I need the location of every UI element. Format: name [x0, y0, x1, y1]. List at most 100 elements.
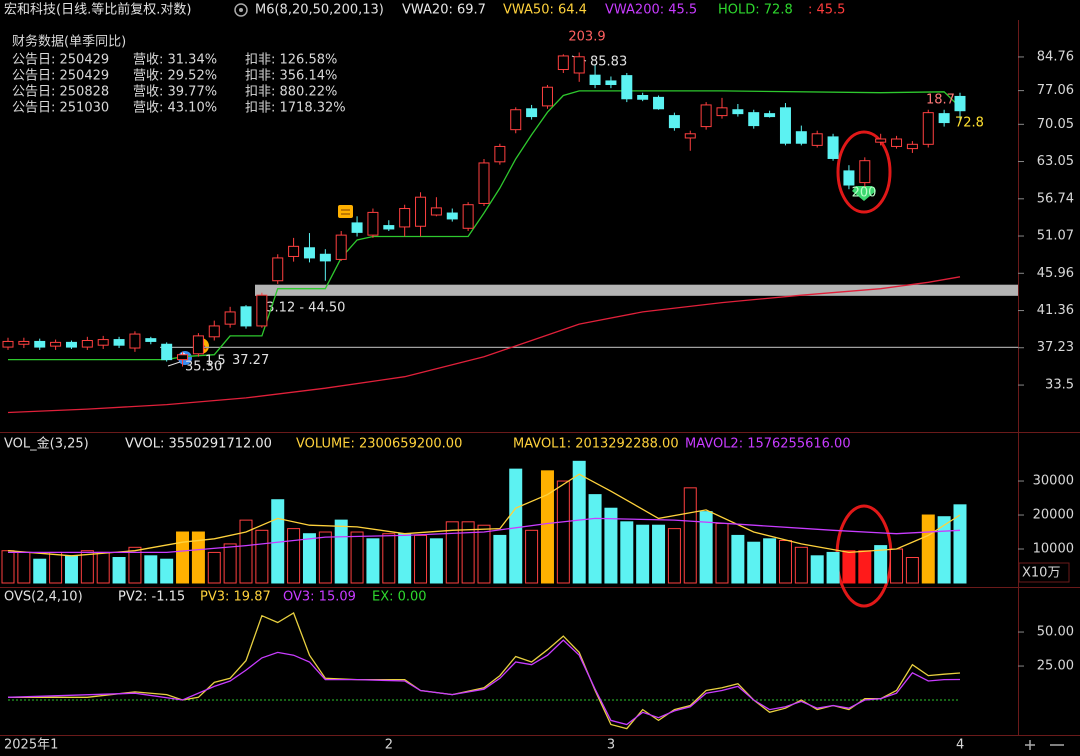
- volume-bar: [160, 558, 174, 584]
- volume-bar: [509, 468, 523, 584]
- candle-body: [557, 55, 569, 71]
- legend-entry: HOLD: 72.8: [718, 3, 793, 18]
- volume-bar: [763, 538, 777, 584]
- candle-body: [494, 145, 506, 163]
- financial-cell: 公告日: 250429: [12, 53, 109, 68]
- candle-body: [256, 294, 268, 327]
- volume-bar: [810, 555, 824, 584]
- candle-body: [430, 207, 442, 216]
- y-tick-label: 84.76: [1037, 49, 1074, 64]
- volume-bar: [874, 545, 888, 584]
- volume-bar: [778, 540, 792, 584]
- volume-bar: [667, 528, 681, 584]
- legend-entry: VWA200: 45.5: [605, 3, 697, 18]
- volume-bar: [540, 470, 554, 584]
- volume-bar: [477, 524, 491, 584]
- legend-entry: VWA20: 69.7: [402, 3, 486, 18]
- y-tick-label: 50.00: [1037, 625, 1074, 640]
- x-tick-label: 2: [385, 738, 393, 753]
- financial-cell: 营收: 31.34%: [133, 53, 217, 68]
- candle-body: [922, 112, 934, 145]
- annotation: 72.8: [955, 116, 984, 131]
- y-tick-label: 33.5: [1045, 378, 1074, 393]
- volume-bar: [207, 551, 221, 584]
- candle-body: [50, 341, 62, 347]
- candle-body: [843, 170, 855, 186]
- candle-body: [113, 339, 125, 346]
- volume-bar: [747, 541, 761, 584]
- financial-cell: 扣非: 126.58%: [245, 53, 337, 68]
- volume-bar: [556, 480, 570, 584]
- candle-body: [748, 112, 760, 127]
- candle-body: [446, 212, 458, 220]
- volume-bar: [525, 529, 539, 584]
- candle-body: [795, 131, 807, 144]
- annotation: 1.5: [205, 354, 226, 369]
- candle-body: [351, 222, 363, 233]
- candle-body: [827, 136, 839, 159]
- volume-bar: [794, 546, 808, 584]
- y-tick-label: 45.96: [1037, 266, 1074, 281]
- y-tick-label: 25.00: [1037, 659, 1074, 674]
- x-tick-label: 3: [607, 738, 615, 753]
- volume-bar: [731, 534, 745, 584]
- settings-icon-dot: [239, 8, 243, 12]
- candle-body: [208, 325, 220, 338]
- legend-entry: MAVOL2: 1576255616.00: [685, 437, 851, 452]
- y-tick-label: 70.05: [1037, 117, 1074, 132]
- volume-bar: [620, 521, 634, 584]
- candle-body: [653, 96, 665, 110]
- settings-icon[interactable]: [234, 3, 248, 17]
- volume-bar: [33, 558, 47, 584]
- candle-body: [272, 257, 284, 282]
- candle-body: [319, 253, 331, 262]
- volume-bar: [144, 555, 158, 584]
- candle-body: [415, 196, 427, 227]
- volume-bar: [652, 524, 666, 584]
- volume-bar: [49, 551, 63, 584]
- volume-bar: [604, 507, 618, 584]
- volume-bar: [318, 531, 332, 584]
- candle-body: [462, 204, 474, 229]
- legend-entry: OV3: 15.09: [283, 590, 356, 605]
- candle-body: [684, 133, 696, 139]
- volume-bar: [842, 550, 856, 584]
- candle-body: [541, 86, 553, 107]
- candle-body: [224, 311, 236, 325]
- volume-bar: [223, 543, 237, 584]
- volume-bar: [890, 548, 904, 584]
- volume-bar: [191, 531, 205, 584]
- panel-title: OVS(2,4,10): [4, 590, 83, 605]
- volume-bar: [64, 555, 78, 584]
- y-tick-label: 30000: [1033, 474, 1074, 489]
- annotation: 203.9: [568, 30, 605, 45]
- legend-entry: PV3: 19.87: [200, 590, 271, 605]
- annotation: 18.7: [926, 93, 955, 108]
- candle-body: [732, 109, 744, 115]
- candle-body: [129, 333, 141, 349]
- candle-body: [18, 340, 30, 345]
- candle-body: [859, 160, 871, 184]
- volume-bar: [239, 519, 253, 584]
- volume-bar: [382, 533, 396, 584]
- volume-bar: [350, 531, 364, 584]
- volume-bar: [366, 538, 380, 584]
- financial-cell: 营收: 39.77%: [133, 85, 217, 100]
- candle-body: [637, 95, 649, 100]
- band-label: 43.12 - 44.50: [258, 300, 345, 315]
- volume-bar: [588, 494, 602, 584]
- y-tick-label: 63.05: [1037, 154, 1074, 169]
- chart-title: 宏和科技(日线.等比前复权.对数): [4, 2, 191, 18]
- candle-body: [779, 107, 791, 144]
- volume-bar: [80, 550, 94, 584]
- indicator-name: M6(8,20,50,200,13): [255, 3, 384, 18]
- candle-body: [589, 74, 601, 86]
- financial-cell: 营收: 43.10%: [133, 101, 217, 116]
- candle-body: [383, 225, 395, 230]
- zoom-controls: [1025, 740, 1064, 750]
- candle-body: [335, 234, 347, 260]
- volume-bar: [826, 551, 840, 584]
- oscillator-line: [7, 639, 961, 726]
- candle-body: [34, 340, 46, 348]
